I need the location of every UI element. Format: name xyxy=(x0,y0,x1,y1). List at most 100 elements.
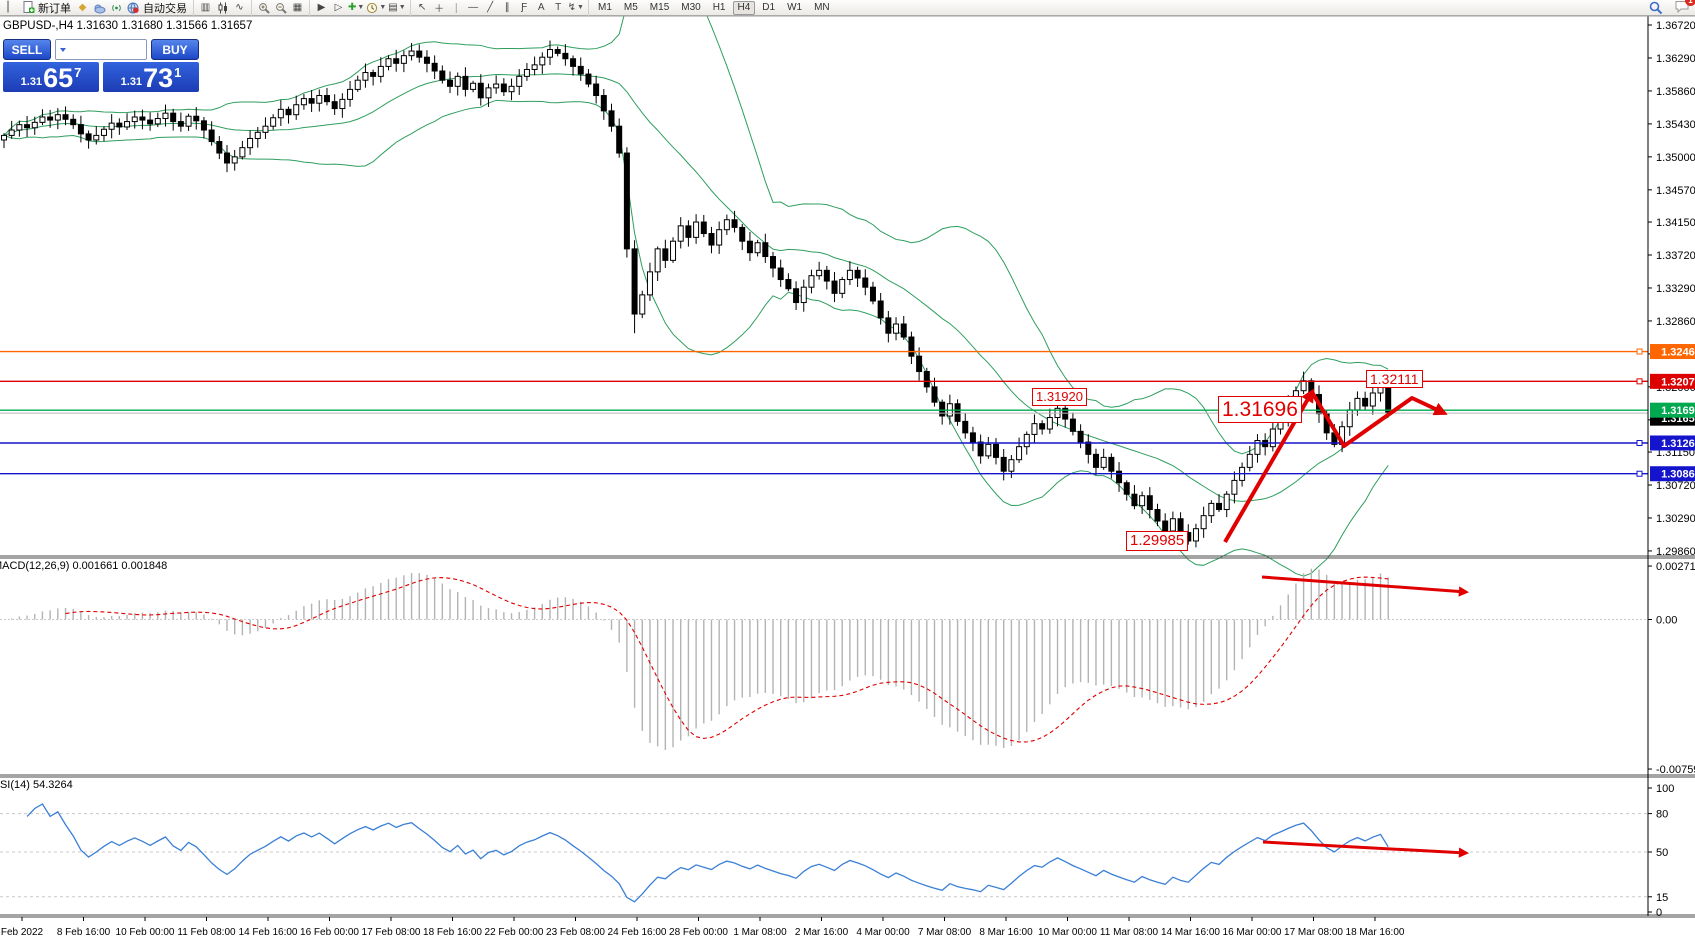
svg-text:11 Feb 08:00: 11 Feb 08:00 xyxy=(177,927,236,938)
svg-text:1.33720: 1.33720 xyxy=(1656,250,1695,262)
svg-text:23 Feb 08:00: 23 Feb 08:00 xyxy=(546,927,605,938)
volume-input[interactable] xyxy=(56,40,146,59)
svg-text:1.35000: 1.35000 xyxy=(1656,152,1695,164)
arrows-icon[interactable]: ↯ ▼ xyxy=(567,2,584,13)
price-axis-badges: 1.324611.320721.316571.316961.312681.308… xyxy=(1650,344,1695,482)
zoom-in-icon[interactable] xyxy=(256,1,271,15)
macd-indicator-label: MACD(12,26,9) 0.001661 0.001848 xyxy=(0,560,168,572)
svg-text:8 Feb 16:00: 8 Feb 16:00 xyxy=(57,927,111,938)
svg-text:1.34570: 1.34570 xyxy=(1656,185,1695,197)
sell-button[interactable]: SELL xyxy=(3,39,51,60)
text-label-icon[interactable]: T xyxy=(555,2,562,13)
sell-price-display[interactable]: 1.31 65 7 xyxy=(3,62,99,92)
svg-text:1.32072: 1.32072 xyxy=(1661,376,1695,388)
trend-arrows[interactable] xyxy=(1223,388,1470,858)
svg-text:17 Feb 08:00: 17 Feb 08:00 xyxy=(362,927,421,938)
profile-icon[interactable]: ◆ xyxy=(78,2,87,13)
price-annotation-1.31920[interactable]: 1.31920 xyxy=(1032,388,1087,406)
svg-text:7 Mar 08:00: 7 Mar 08:00 xyxy=(918,927,972,938)
svg-text:1 Mar 08:00: 1 Mar 08:00 xyxy=(733,927,787,938)
chart-candles-icon[interactable] xyxy=(215,1,230,15)
new-order-icon[interactable] xyxy=(21,1,36,15)
svg-text:1.35430: 1.35430 xyxy=(1656,119,1695,131)
svg-text:1.31268: 1.31268 xyxy=(1661,438,1695,450)
tile-windows-icon[interactable]: ▦ xyxy=(292,2,303,13)
crosshair-icon[interactable]: ＋ xyxy=(434,4,445,15)
horizontal-lines[interactable] xyxy=(0,348,1648,477)
svg-text:14 Feb 16:00: 14 Feb 16:00 xyxy=(239,927,298,938)
svg-text:1.34150: 1.34150 xyxy=(1656,217,1695,229)
text-icon[interactable]: A xyxy=(537,2,545,13)
fibonacci-icon[interactable]: Ƒ xyxy=(521,2,528,13)
timeframe-w1[interactable]: W1 xyxy=(787,2,803,13)
chart-shift-icon[interactable]: ▷ xyxy=(334,2,343,13)
indicators-add-icon[interactable]: ✚ ▼ xyxy=(348,2,365,13)
buy-price-big: 73 xyxy=(143,63,174,92)
svg-text:14 Mar 16:00: 14 Mar 16:00 xyxy=(1161,927,1220,938)
timeframe-h1[interactable]: H1 xyxy=(712,2,726,13)
candles[interactable] xyxy=(1,40,1392,548)
new-order-label[interactable]: 新订单 xyxy=(38,2,71,15)
svg-text:Feb 2022: Feb 2022 xyxy=(1,927,44,938)
dropdown-caret-icon: ▼ xyxy=(379,4,387,11)
svg-text:1.36720: 1.36720 xyxy=(1656,20,1695,32)
timeframe-mn[interactable]: MN xyxy=(814,2,830,13)
equidistant-channel-icon[interactable]: ∥ xyxy=(504,2,510,13)
pane-separators[interactable] xyxy=(0,15,1695,918)
timeframe-m15[interactable]: M15 xyxy=(649,2,670,13)
svg-text:18 Mar 16:00: 18 Mar 16:00 xyxy=(1346,927,1405,938)
svg-text:24 Feb 16:00: 24 Feb 16:00 xyxy=(608,927,667,938)
timeframe-h4[interactable]: H4 xyxy=(732,0,756,15)
timeframe-m30[interactable]: M30 xyxy=(681,2,701,13)
svg-text:1.32860: 1.32860 xyxy=(1656,316,1695,328)
auto-scroll-icon[interactable]: ▶ xyxy=(317,2,326,13)
svg-text:22 Feb 00:00: 22 Feb 00:00 xyxy=(485,927,544,938)
cloud-icon[interactable] xyxy=(92,1,107,15)
svg-text:0.00: 0.00 xyxy=(1656,615,1677,627)
auto-trading-icon[interactable] xyxy=(126,1,141,15)
svg-text:1.31696: 1.31696 xyxy=(1661,405,1695,417)
horizontal-line-icon[interactable]: — xyxy=(468,2,479,13)
zoom-out-icon[interactable] xyxy=(273,1,288,15)
svg-text:15: 15 xyxy=(1656,892,1668,904)
svg-text:10 Feb 00:00: 10 Feb 00:00 xyxy=(116,927,175,938)
svg-text:1.33290: 1.33290 xyxy=(1656,283,1695,295)
buy-price-display[interactable]: 1.31 73 1 xyxy=(103,62,199,92)
auto-trading-label[interactable]: 自动交易 xyxy=(143,2,187,15)
templates-icon[interactable]: ▤ ▼ xyxy=(388,2,406,13)
timeframe-m5[interactable]: M5 xyxy=(623,2,638,13)
toolbar-group-drawing: ↖ ＋ ｜ — ╱ ∥ Ƒ A T ↯ ▼ xyxy=(409,0,588,16)
toolbar-group-scroll: ▶ ▷ ✚ ▼ ▼ ▤ ▼ xyxy=(309,0,410,16)
buy-button[interactable]: BUY xyxy=(151,39,199,60)
chart-line-icon[interactable]: ∿ xyxy=(235,2,244,13)
buy-price-prefix: 1.31 xyxy=(120,76,143,88)
svg-text:-0.007596: -0.007596 xyxy=(1656,764,1695,776)
timeframe-d1[interactable]: D1 xyxy=(762,2,776,13)
svg-text:11 Mar 08:00: 11 Mar 08:00 xyxy=(1100,927,1159,938)
triangle-down-icon xyxy=(60,48,66,52)
price-annotation-1.29985[interactable]: 1.29985 xyxy=(1126,531,1189,551)
svg-text:28 Feb 00:00: 28 Feb 00:00 xyxy=(669,927,728,938)
periods-icon[interactable]: ▼ xyxy=(366,1,386,15)
svg-text:0.002715: 0.002715 xyxy=(1656,561,1695,573)
svg-text:16 Mar 00:00: 16 Mar 00:00 xyxy=(1223,927,1282,938)
timeframe-m1[interactable]: M1 xyxy=(597,2,612,13)
cursor-icon[interactable]: ↖ xyxy=(417,2,427,13)
rsi-pane[interactable] xyxy=(0,803,1648,903)
dropdown-caret-icon: ▼ xyxy=(577,4,584,11)
price-annotation-1.32111[interactable]: 1.32111 xyxy=(1366,370,1423,388)
chart-bars-icon[interactable]: ▥ xyxy=(200,2,211,13)
signal-icon[interactable] xyxy=(109,1,124,15)
vertical-line-icon[interactable]: ｜ xyxy=(451,4,462,15)
trendline-icon[interactable]: ╱ xyxy=(487,2,494,13)
sell-price-prefix: 1.31 xyxy=(20,76,43,88)
macd-pane[interactable] xyxy=(0,568,1648,750)
bollinger-bands xyxy=(3,0,1389,577)
toolbar-grip-icon[interactable]: ▏ xyxy=(7,2,16,13)
svg-text:1.30867: 1.30867 xyxy=(1661,469,1695,481)
svg-text:1.30720: 1.30720 xyxy=(1656,480,1695,492)
svg-text:4 Mar 00:00: 4 Mar 00:00 xyxy=(856,927,910,938)
price-annotation-1.31696[interactable]: 1.31696 xyxy=(1218,396,1302,423)
search-icon[interactable] xyxy=(1648,1,1663,15)
